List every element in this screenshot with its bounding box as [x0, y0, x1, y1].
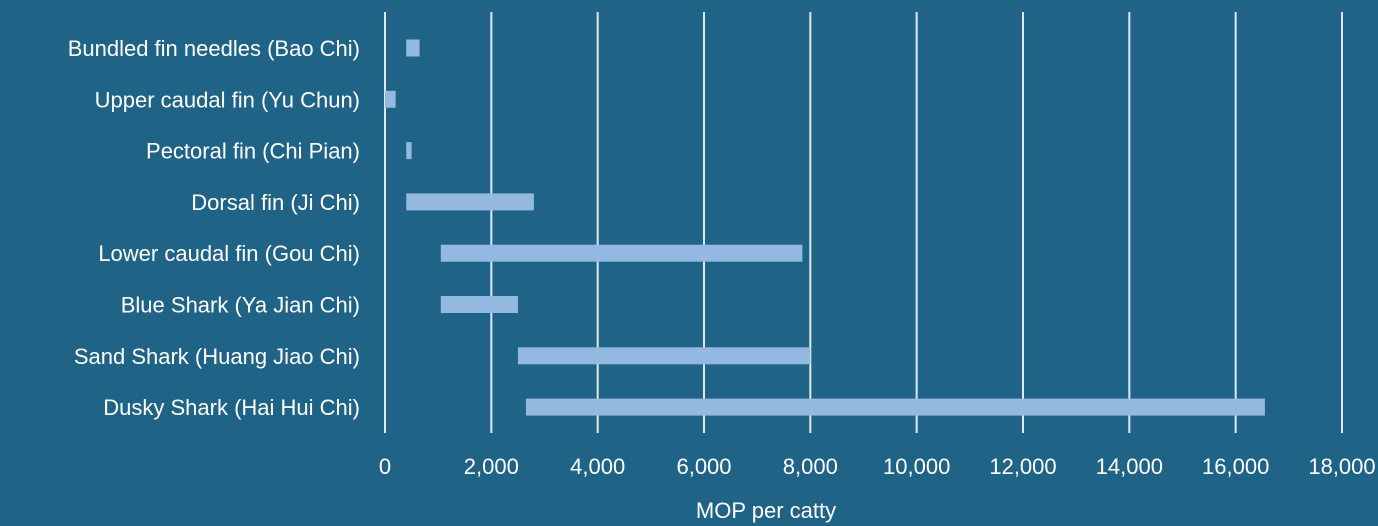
x-tick-label: 14,000: [1096, 454, 1163, 479]
bar: [406, 39, 420, 57]
bar: [406, 193, 534, 211]
x-tick-label: 12,000: [989, 454, 1056, 479]
x-tick-label: 6,000: [676, 454, 731, 479]
x-axis-title: MOP per catty: [696, 498, 836, 523]
x-tick-label: 4,000: [570, 454, 625, 479]
x-tick-label: 18,000: [1308, 454, 1375, 479]
category-labels: Bundled fin needles (Bao Chi) Upper cauda…: [68, 36, 360, 420]
bar: [440, 244, 803, 262]
x-tick-label: 8,000: [783, 454, 838, 479]
bar: [525, 398, 1265, 416]
category-label: Dusky Shark (Hai Hui Chi): [103, 395, 360, 420]
x-tick-labels: 0 2,000 4,000 6,000 8,000 10,000 12,000 14,000 1…: [379, 454, 1376, 479]
bar: [440, 296, 518, 313]
category-label: Bundled fin needles (Bao Chi): [68, 36, 360, 61]
category-label: Sand Shark (Huang Jiao Chi): [74, 344, 360, 369]
gridlines: [384, 12, 1343, 433]
bar: [517, 347, 811, 365]
bar: [385, 90, 396, 108]
bar: [406, 142, 412, 160]
category-label: Dorsal fin (Ji Chi): [191, 190, 360, 215]
x-tick-label: 16,000: [1202, 454, 1269, 479]
bars: [385, 39, 1265, 416]
x-tick-label: 0: [379, 454, 391, 479]
x-tick-label: 10,000: [883, 454, 950, 479]
category-label: Pectoral fin (Chi Pian): [146, 139, 360, 164]
category-label: Lower caudal fin (Gou Chi): [98, 241, 360, 266]
category-label: Blue Shark (Ya Jian Chi): [121, 293, 360, 318]
x-tick-label: 2,000: [464, 454, 519, 479]
category-label: Upper caudal fin (Yu Chun): [95, 87, 360, 112]
